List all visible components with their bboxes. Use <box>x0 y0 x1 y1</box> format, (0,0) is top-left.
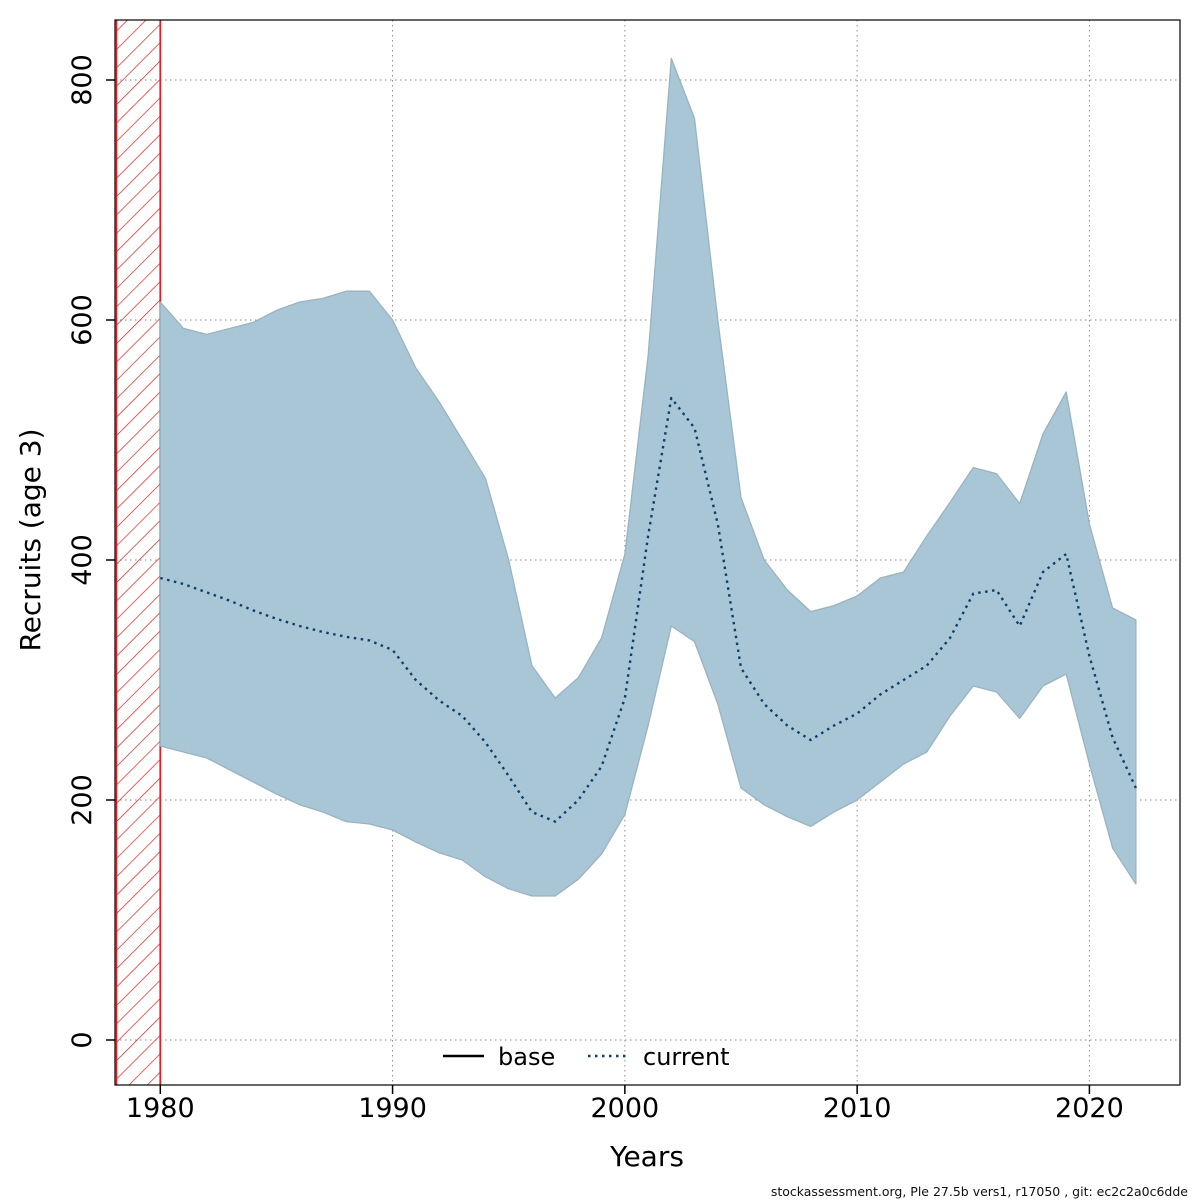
x-tick-label: 1980 <box>126 1093 195 1124</box>
x-tick-label: 2000 <box>590 1093 659 1124</box>
confidence-band-area <box>159 57 1137 897</box>
pre-data-hatch-region <box>115 20 162 1085</box>
x-tick-label: 1990 <box>358 1093 427 1124</box>
plot-border <box>114 19 1181 1086</box>
y-tick-label: 400 <box>67 534 98 586</box>
axes: 1980 1990 2000 2010 2020 0 200 400 600 800 <box>67 19 1181 1124</box>
confidence-band <box>159 57 1137 897</box>
legend-label-current: current <box>643 1043 730 1071</box>
y-tick-label: 200 <box>67 774 98 826</box>
hatch-fill <box>116 20 161 1085</box>
current-median-line <box>159 396 1137 823</box>
x-tick-label: 2020 <box>1055 1093 1124 1124</box>
y-tick-label: 800 <box>67 54 98 106</box>
legend-label-base: base <box>498 1043 555 1071</box>
y-tick-label: 600 <box>67 294 98 346</box>
footer-attribution: stockassessment.org, Ple 27.5b vers1, r1… <box>771 1184 1188 1199</box>
current-median-path <box>159 396 1137 823</box>
x-axis-title: Years <box>609 1140 684 1173</box>
x-tick-label: 2010 <box>823 1093 892 1124</box>
legend: base current <box>443 1043 730 1071</box>
y-axis-title: Recruits (age 3) <box>14 428 47 651</box>
y-tick-label: 0 <box>67 1031 98 1048</box>
